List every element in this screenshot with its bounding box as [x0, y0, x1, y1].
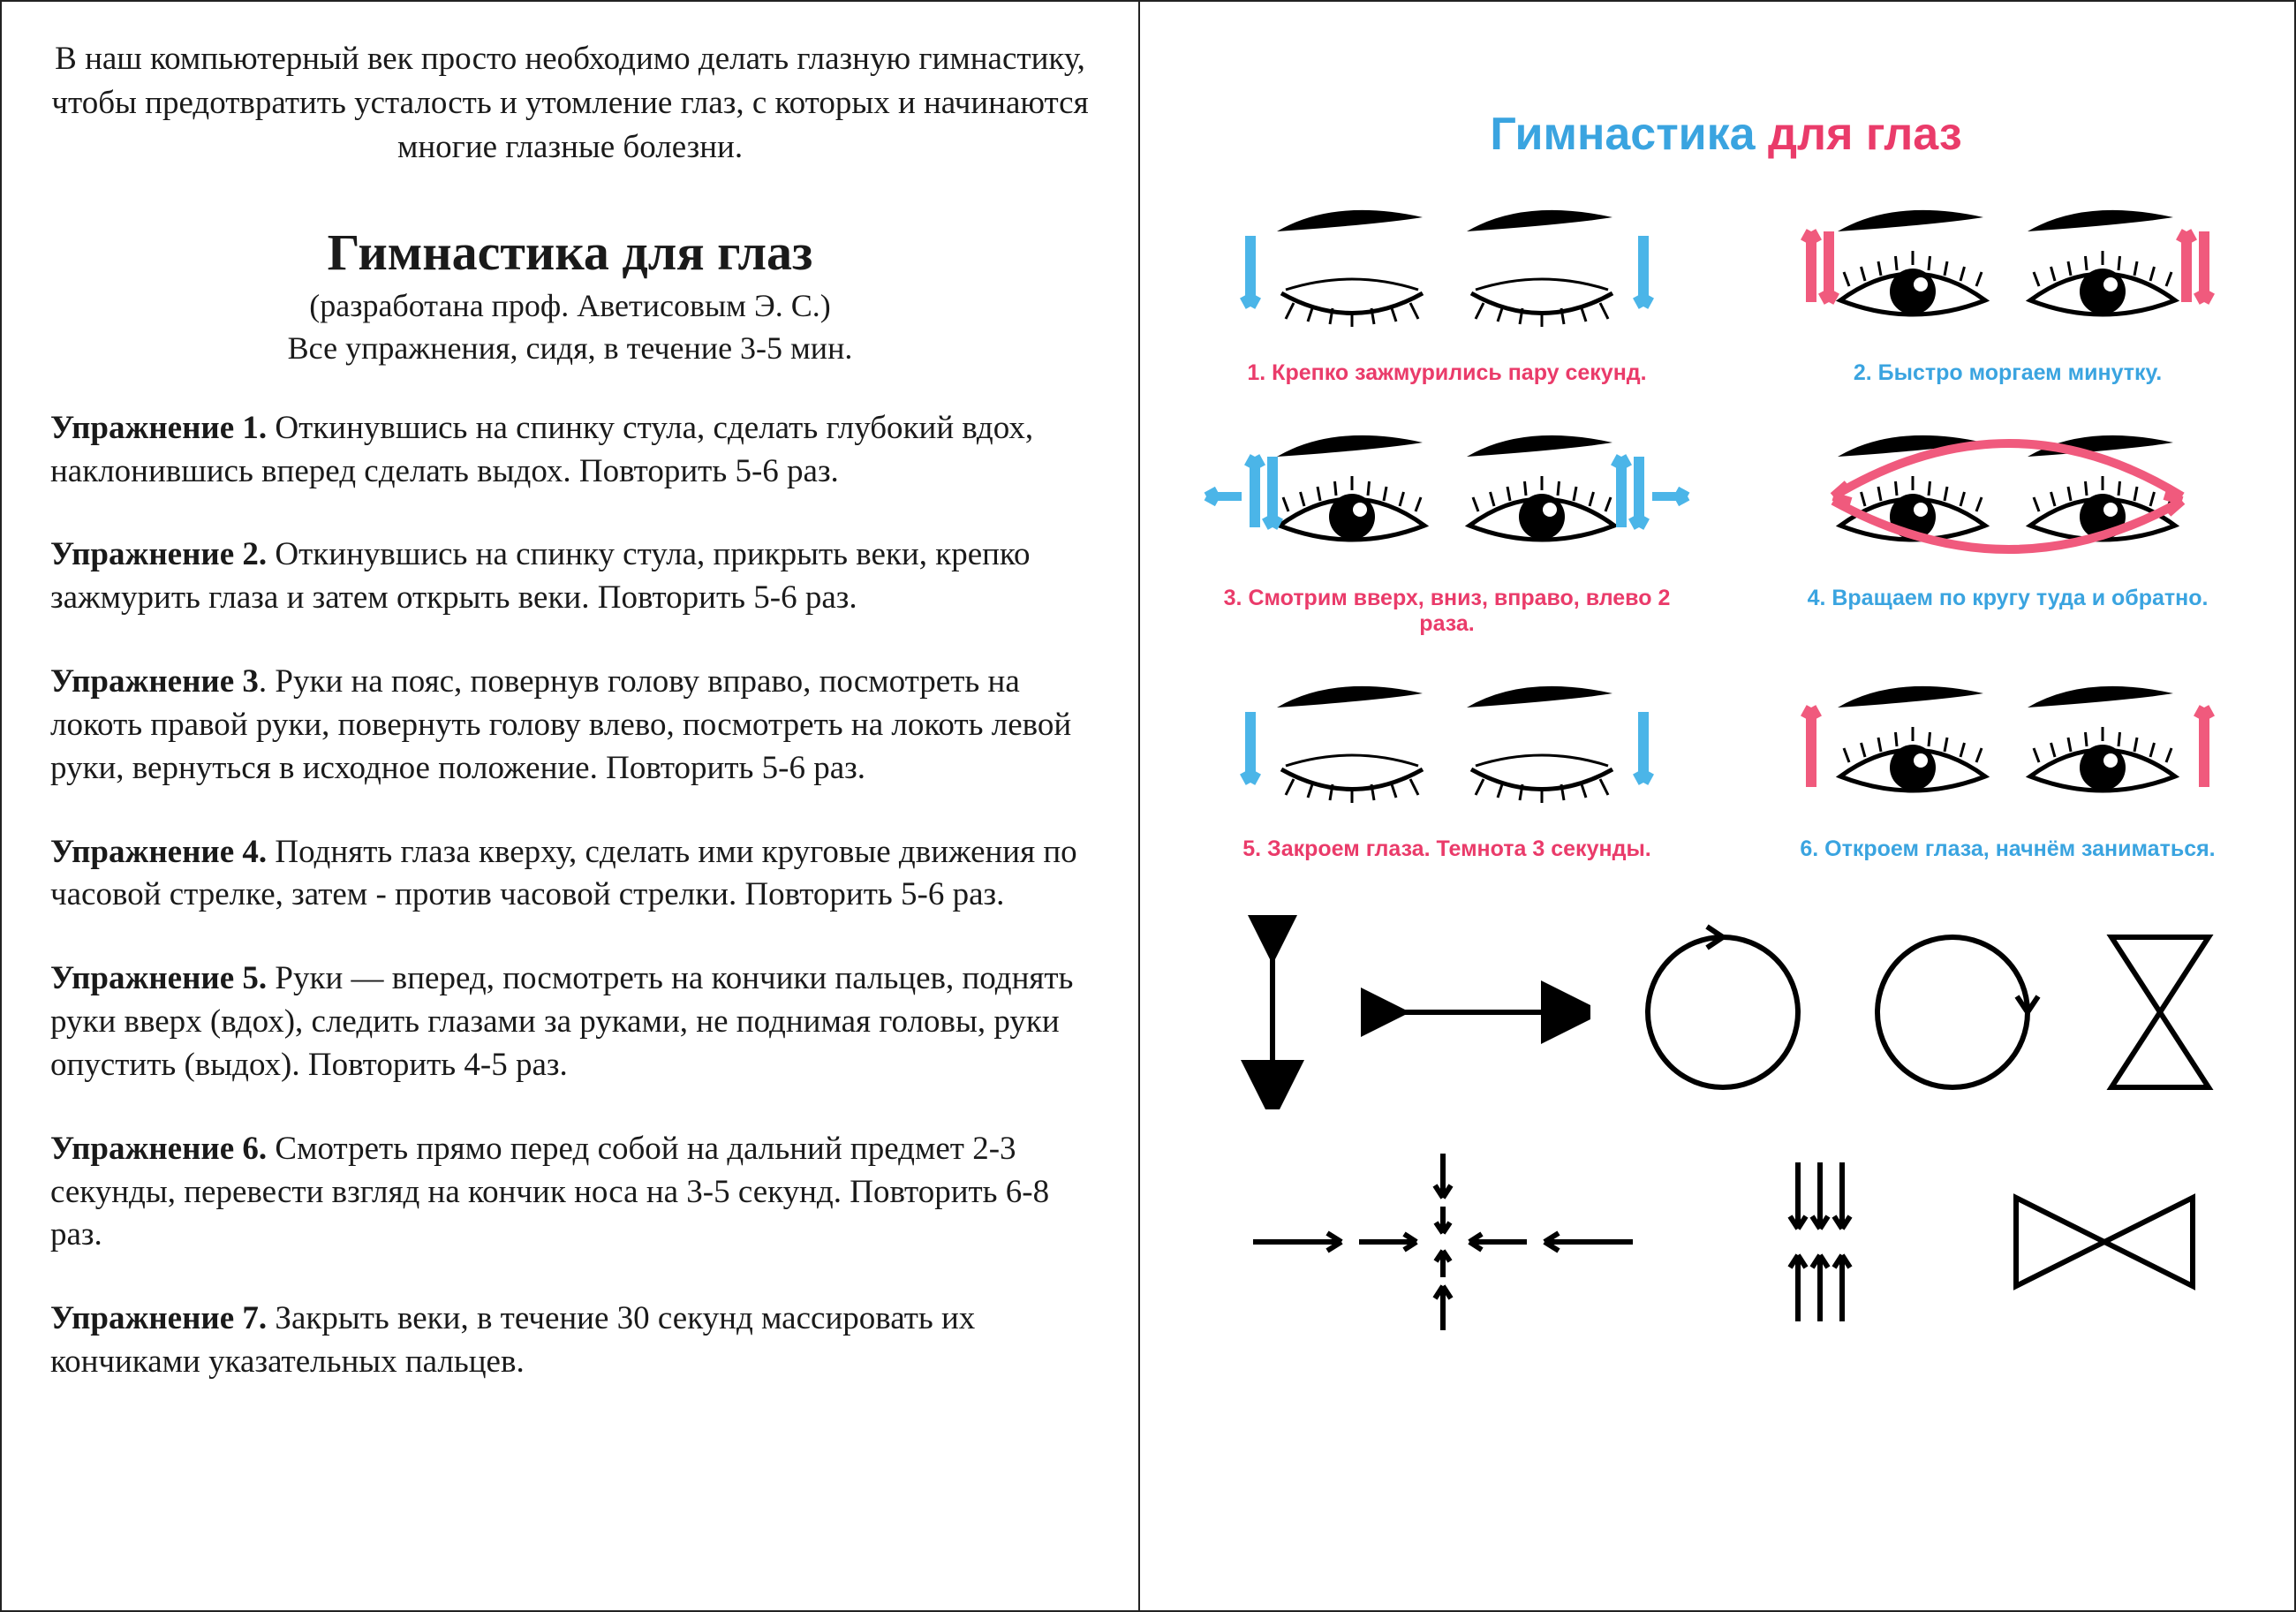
diagram-row-2	[1202, 1145, 2253, 1339]
hourglass-horizontal-icon	[1990, 1145, 2219, 1339]
eye-cell: 2. Быстро моргаем минутку.	[1763, 187, 2253, 404]
eye-cell: 4. Вращаем по кругу туда и обратно.	[1763, 412, 2253, 655]
exercise-item: Упражнение 3. Руки на пояс, повернув гол…	[50, 661, 1090, 790]
subtitle-author: (разработана проф. Аветисовым Э. С.)	[50, 287, 1090, 324]
exercise-label: Упражнение 5.	[50, 960, 267, 996]
eye-exercise-grid: 1. Крепко зажмурились пару секунд. 2. Быс…	[1202, 187, 2253, 880]
main-title: Гимнастика для глаз	[50, 223, 1090, 282]
hourglass-vertical-icon	[2085, 915, 2235, 1109]
exercise-label: Упражнение 4.	[50, 834, 267, 870]
exercise-label: Упражнение 1.	[50, 410, 267, 446]
horizontal-arrow-icon	[1361, 915, 1590, 1109]
intro-paragraph: В наш компьютерный век просто необходимо…	[50, 37, 1090, 170]
exercise-item: Упражнение 6. Смотреть прямо перед собой…	[50, 1128, 1090, 1257]
exercise-item: Упражнение 2. Откинувшись на спинку стул…	[50, 534, 1090, 620]
exercise-list: Упражнение 1. Откинувшись на спинку стул…	[50, 407, 1090, 1384]
eye-caption: 4. Вращаем по кругу туда и обратно.	[1763, 586, 2253, 611]
eye-row: 5. Закроем глаза. Темнота 3 секунды. 6. О…	[1202, 663, 2253, 880]
circle-cw-icon	[1855, 915, 2050, 1109]
eye-illustration	[1763, 412, 2253, 580]
exercise-label: Упражнение 3	[50, 663, 259, 700]
illustration-column: Гимнастика для глаз 1. Крепко зажмурилис…	[1140, 2, 2294, 1610]
eye-caption: 2. Быстро моргаем минутку.	[1763, 360, 2253, 386]
exercise-item: Упражнение 4. Поднять глаза кверху, сдел…	[50, 831, 1090, 918]
eye-cell: 3. Смотрим вверх, вниз, вправо, влево 2 …	[1202, 412, 1692, 655]
exercise-item: Упражнение 1. Откинувшись на спинку стул…	[50, 407, 1090, 494]
eye-caption: 6. Откроем глаза, начнём заниматься.	[1763, 836, 2253, 862]
vertical-arrow-icon	[1220, 915, 1325, 1109]
eye-cell: 1. Крепко зажмурились пару секунд.	[1202, 187, 1692, 404]
eye-caption: 3. Смотрим вверх, вниз, вправо, влево 2 …	[1202, 586, 1692, 637]
eye-cell: 6. Откроем глаза, начнём заниматься.	[1763, 663, 2253, 880]
document-page: В наш компьютерный век просто необходимо…	[0, 0, 2296, 1612]
subtitle-duration: Все упражнения, сидя, в течение 3-5 мин.	[50, 329, 1090, 367]
chart-title-word2: для глаз	[1768, 109, 1962, 160]
eye-illustration	[1202, 663, 1692, 831]
eye-row: 3. Смотрим вверх, вниз, вправо, влево 2 …	[1202, 412, 2253, 655]
eye-caption: 5. Закроем глаза. Темнота 3 секунды.	[1202, 836, 1692, 862]
circle-ccw-icon	[1626, 915, 1820, 1109]
eye-illustration	[1202, 187, 1692, 355]
eye-illustration	[1202, 412, 1692, 580]
chart-title: Гимнастика для глаз	[1184, 108, 2268, 161]
exercise-item: Упражнение 7. Закрыть веки, в течение 30…	[50, 1298, 1090, 1384]
eye-cell: 5. Закроем глаза. Темнота 3 секунды.	[1202, 663, 1692, 880]
exercise-label: Упражнение 7.	[50, 1300, 267, 1336]
eye-illustration	[1763, 663, 2253, 831]
exercise-item: Упражнение 5. Руки — вперед, посмотреть …	[50, 957, 1090, 1086]
triple-vertical-arrows-icon	[1718, 1145, 1922, 1339]
arrows-to-center-icon	[1235, 1145, 1650, 1339]
eye-illustration	[1763, 187, 2253, 355]
eye-caption: 1. Крепко зажмурились пару секунд.	[1202, 360, 1692, 386]
text-column: В наш компьютерный век просто необходимо…	[2, 2, 1140, 1610]
diagram-row-1	[1202, 915, 2253, 1109]
exercise-label: Упражнение 2.	[50, 536, 267, 572]
eye-row: 1. Крепко зажмурились пару секунд. 2. Быс…	[1202, 187, 2253, 404]
exercise-label: Упражнение 6.	[50, 1131, 267, 1167]
chart-title-word1: Гимнастика	[1490, 109, 1755, 160]
